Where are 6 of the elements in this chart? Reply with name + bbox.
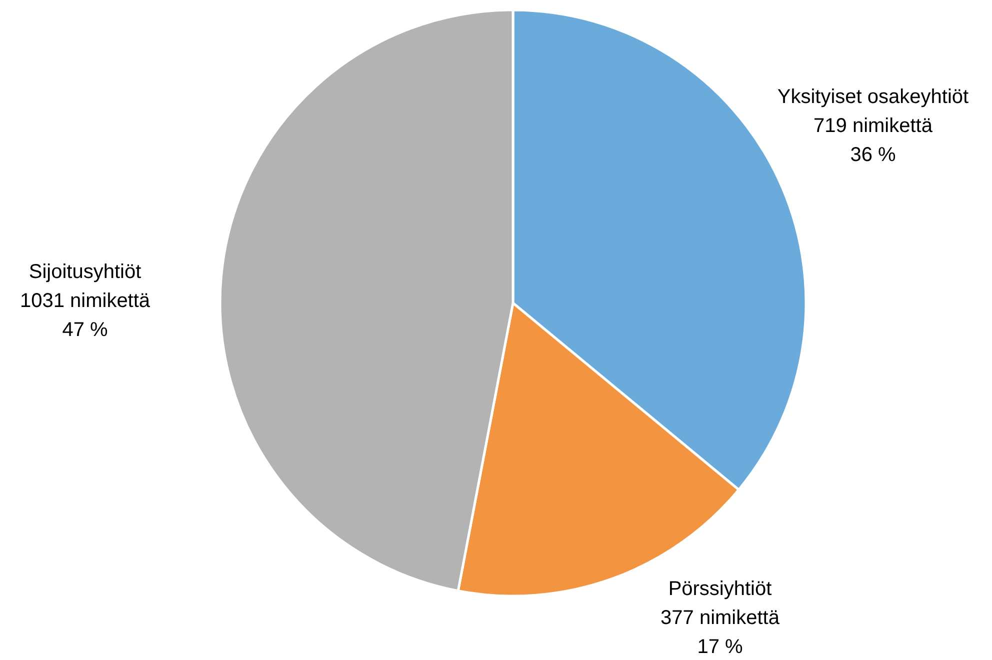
data-label: 1031 nimikettä 47 % — [20, 290, 151, 342]
slice-label: Sijoitusyhtiöt — [28, 261, 142, 284]
slice-label: Pörssiyhtiöt — [668, 578, 772, 600]
data-label: 377 nimikettä 17 % — [660, 607, 780, 658]
data-label: 719 nimikettä 36 % — [814, 115, 934, 166]
slice-label: Yksityiset osakeyhtiöt — [777, 86, 970, 108]
